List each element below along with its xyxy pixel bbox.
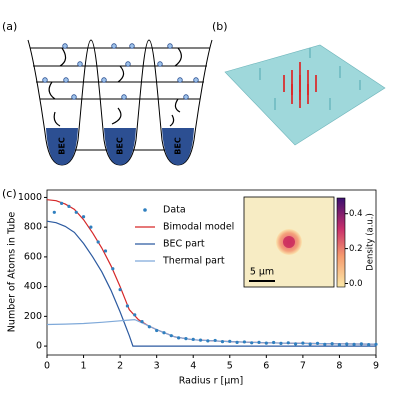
x-axis-label: Radius r [μm] [179,376,244,387]
data-point [359,342,363,346]
data-point [264,341,268,345]
data-point [74,210,78,214]
data-point [323,342,327,346]
chart: Number of Atoms in Tube Radius r [μm] [7,189,377,387]
x-tick-label: 3 [154,361,160,372]
data-point [228,339,232,343]
colorbar-tick-label: 0.4 [349,209,363,219]
x-tick-label: 5 [227,361,233,372]
x-tick-label: 4 [190,361,196,372]
inset: 5 μm Density (a.u.) [243,196,376,288]
data-point [184,337,188,341]
colorbar-label: Density (a.u.) [366,213,376,271]
y-tick-label: 0 [36,341,42,352]
data-point [374,342,378,346]
data-point [140,319,144,324]
line [46,220,376,347]
data-point [315,341,320,346]
data-point [279,341,283,346]
y-tick-label: 200 [24,311,42,322]
data-point [345,342,349,346]
x-tick-label: 0 [44,361,50,372]
data-point [257,340,261,344]
x-tick-label: 8 [336,361,342,372]
y-axis-label: Number of Atoms in Tube [7,212,18,333]
data-point [191,337,195,341]
well-label: BEC [116,137,125,155]
data-point [220,340,225,344]
data-point [60,201,64,205]
scale-bar-label: 5 μm [250,267,274,278]
legend-label: BEC part [163,239,205,250]
data-point [367,342,371,347]
panel-label: (c) [2,187,17,200]
data-point [250,341,254,345]
data-point [308,342,312,346]
data-point [177,336,181,340]
panel-label: (a) [2,20,17,33]
data-point [103,249,108,253]
data-point [147,325,151,329]
data-point [330,342,334,346]
legend-label: Bimodal model [163,222,234,233]
y-tick-label: 800 [24,222,42,233]
x-tick-label: 2 [117,361,123,372]
x-tick-label: 6 [263,361,269,372]
data-point [67,204,71,208]
data-point [133,313,137,317]
data-point [352,342,356,346]
data-point [337,342,342,347]
panel-label: (b) [212,20,228,33]
data-point [235,340,239,344]
y-tick-label: 600 [24,251,42,262]
x-tick-label: 9 [373,361,379,372]
data-point [242,340,246,344]
data-point [169,334,173,338]
x-tick-label: 7 [300,361,306,372]
data-point [52,210,56,214]
data-point [81,215,86,219]
legend-label: Data [163,205,186,216]
data-point [89,225,93,229]
colorbar-tick-label: 0.0 [349,279,363,289]
data-point [198,338,203,342]
data-point [125,304,130,308]
data-point [301,341,305,345]
data-point [213,338,217,343]
legend-label: Thermal part [162,256,225,267]
colorbar-tick-label: 0.2 [349,244,363,254]
legend-marker [143,208,147,212]
data-point [206,339,210,343]
y-tick-label: 400 [24,281,42,292]
data-point [111,267,115,271]
data-point [286,341,290,345]
data-point [118,287,122,292]
well-label: BEC [174,137,183,155]
data-point [272,340,276,345]
data-point [162,331,166,335]
data-point [293,342,298,346]
data-point [96,240,100,244]
data-point [155,328,159,333]
line [46,318,377,345]
well-label: BEC [58,137,67,155]
well-diagram [27,39,213,166]
y-tick-label: 1000 [18,192,42,203]
axes-frame [46,189,377,356]
lattice-surface [224,44,386,146]
x-tick-label: 1 [81,361,87,372]
